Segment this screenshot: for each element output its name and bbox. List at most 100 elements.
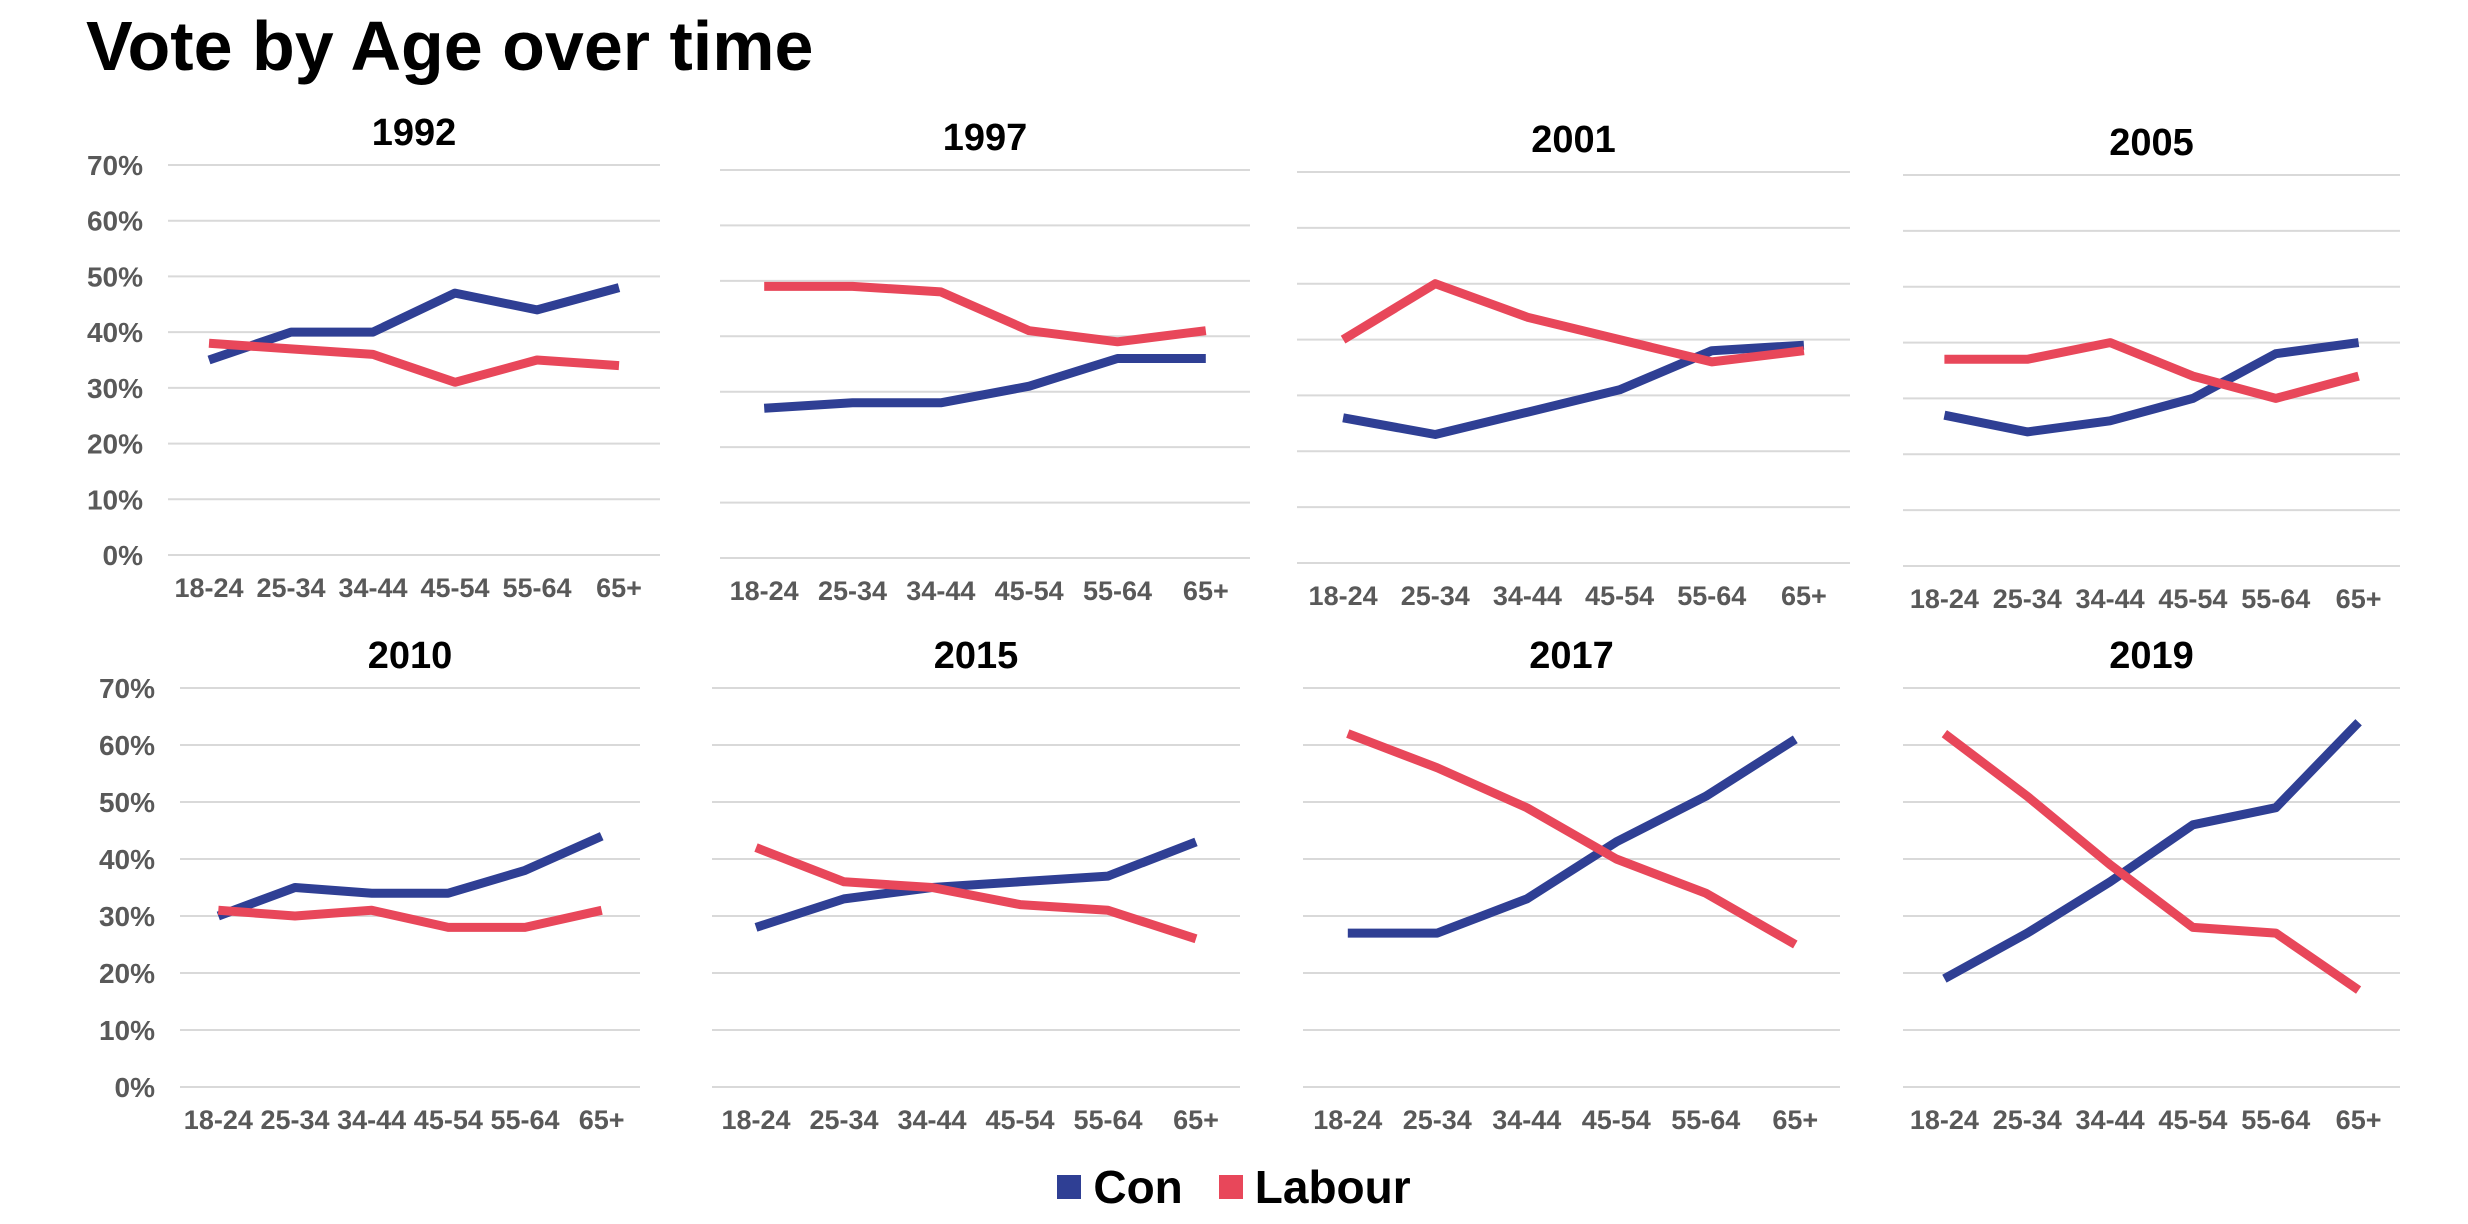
panel-title: 2010: [368, 635, 453, 677]
series-line-labour: [1346, 729, 1798, 949]
y-tick-label: 40%: [87, 317, 143, 348]
y-tick-label: 50%: [87, 261, 143, 292]
x-tick-label: 34-44: [338, 573, 407, 603]
legend-label-con: Con: [1093, 1161, 1183, 1213]
x-tick-label: 18-24: [1910, 1105, 1979, 1135]
series-line-labour: [1941, 730, 2362, 994]
x-tick-label: 45-54: [2158, 1105, 2227, 1135]
legend-item-labour: Labour: [1218, 1160, 1411, 1214]
series-line-labour: [754, 843, 1198, 944]
x-tick-label: 34-44: [1493, 581, 1562, 611]
panel-2015: 18-24 25-34 34-44 45-54 55-64 65+ 2015: [712, 635, 1240, 1135]
panel-2001: 18-24 25-34 34-44 45-54 55-64 65+ 2001: [1297, 119, 1850, 611]
x-tick-label: 65+: [1183, 576, 1229, 606]
x-tick-label: 45-54: [420, 573, 489, 603]
x-tick-label: 34-44: [1492, 1105, 1561, 1135]
series-line-labour: [1944, 338, 2360, 403]
series-line-con: [1342, 340, 1805, 439]
panel-1992: 0% 10% 20% 30% 40% 50% 60% 70% 18-24 25-34 34-44 45…: [87, 112, 660, 603]
x-tick-label: 65+: [596, 573, 642, 603]
series-line-labour: [764, 281, 1207, 347]
panel-title: 2015: [934, 635, 1019, 677]
y-tick-label: 10%: [99, 1015, 155, 1046]
panel-title: 1997: [943, 117, 1028, 159]
y-tick-label: 0%: [115, 1072, 156, 1103]
x-tick-label: 18-24: [1309, 581, 1378, 611]
y-tick-label: 40%: [99, 844, 155, 875]
y-tick-label: 60%: [99, 730, 155, 761]
x-tick-label: 34-44: [2076, 584, 2145, 614]
x-tick-label: 25-34: [260, 1105, 329, 1135]
x-tick-label: 45-54: [414, 1105, 483, 1135]
panel-2017: 18-24 25-34 34-44 45-54 55-64 65+ 2017: [1303, 635, 1840, 1135]
x-tick-label: 45-54: [985, 1105, 1054, 1135]
x-tick-label: 25-34: [1993, 584, 2062, 614]
x-tick-label: 65+: [2336, 1105, 2382, 1135]
series-line-labour: [1340, 279, 1805, 367]
series-line-con: [763, 354, 1206, 413]
legend-label-labour: Labour: [1254, 1161, 1411, 1213]
x-tick-label: 34-44: [2076, 1105, 2145, 1135]
legend-item-con: Con: [1057, 1160, 1183, 1214]
panel-title: 2019: [2109, 635, 2194, 677]
main-title: Vote by Age over time: [86, 7, 814, 85]
series-line-con: [754, 837, 1198, 932]
x-tick-label: 55-64: [490, 1105, 559, 1135]
x-tick-label: 25-34: [809, 1105, 878, 1135]
y-tick-label: 70%: [99, 673, 155, 704]
panel-title: 1992: [372, 112, 457, 154]
x-tick-label: 45-54: [1585, 581, 1654, 611]
x-tick-label: 55-64: [1073, 1105, 1142, 1135]
x-tick-label: 55-64: [1677, 581, 1746, 611]
x-tick-label: 25-34: [1993, 1105, 2062, 1135]
series-line-con: [1942, 719, 2362, 983]
series-line-labour: [217, 905, 603, 932]
x-tick-label: 65+: [1781, 581, 1827, 611]
x-tick-label: 45-54: [2158, 584, 2227, 614]
panel-title: 2017: [1529, 635, 1614, 677]
panel-2010: 0% 10% 20% 30% 40% 50% 60% 70% 18-24 25-34 34-44 45…: [99, 635, 640, 1135]
panel-2005: 18-24 25-34 34-44 45-54 55-64 65+ 2005: [1903, 122, 2400, 614]
series-line-con: [1347, 735, 1798, 938]
series-line-con: [216, 832, 604, 921]
x-tick-label: 65+: [1173, 1105, 1219, 1135]
x-tick-label: 55-64: [2241, 1105, 2310, 1135]
series-line-labour: [208, 338, 620, 387]
y-tick-label: 60%: [87, 206, 143, 237]
legend: Con Labour: [0, 1160, 2468, 1214]
y-tick-label: 30%: [87, 373, 143, 404]
y-tick-label: 70%: [87, 150, 143, 181]
x-tick-label: 25-34: [1403, 1105, 1472, 1135]
x-tick-label: 45-54: [1582, 1105, 1651, 1135]
x-tick-label: 55-64: [1083, 576, 1152, 606]
panel-1997: 18-24 25-34 34-44 45-54 55-64 65+ 1997: [720, 117, 1250, 606]
legend-swatch-labour: [1218, 1175, 1243, 1199]
panel-2019: 18-24 25-34 34-44 45-54 55-64 65+ 2019: [1903, 635, 2400, 1135]
x-tick-label: 55-64: [2241, 584, 2310, 614]
x-tick-label: 55-64: [1671, 1105, 1740, 1135]
panel-title: 2005: [2109, 122, 2194, 164]
x-tick-label: 25-34: [1401, 581, 1470, 611]
y-tick-label: 20%: [99, 958, 155, 989]
x-tick-label: 34-44: [897, 1105, 966, 1135]
x-tick-label: 65+: [579, 1105, 625, 1135]
series-line-con: [1943, 338, 2360, 437]
x-tick-label: 18-24: [174, 573, 243, 603]
x-tick-label: 34-44: [906, 576, 975, 606]
x-tick-label: 65+: [2336, 584, 2382, 614]
small-multiples-chart: 0% 10% 20% 30% 40% 50% 60% 70% 18-24 25-34 34-44 45…: [87, 112, 2400, 1135]
x-tick-label: 18-24: [730, 576, 799, 606]
x-tick-label: 45-54: [995, 576, 1064, 606]
y-tick-label: 50%: [99, 787, 155, 818]
x-tick-label: 34-44: [337, 1105, 406, 1135]
series-line-con: [207, 283, 621, 365]
x-tick-label: 55-64: [502, 573, 571, 603]
y-tick-label: 20%: [87, 429, 143, 460]
x-tick-label: 25-34: [818, 576, 887, 606]
x-tick-label: 65+: [1772, 1105, 1818, 1135]
y-tick-label: 30%: [99, 901, 155, 932]
x-tick-label: 25-34: [256, 573, 325, 603]
x-tick-label: 18-24: [721, 1105, 790, 1135]
x-tick-label: 18-24: [1910, 584, 1979, 614]
panel-title: 2001: [1531, 119, 1616, 161]
